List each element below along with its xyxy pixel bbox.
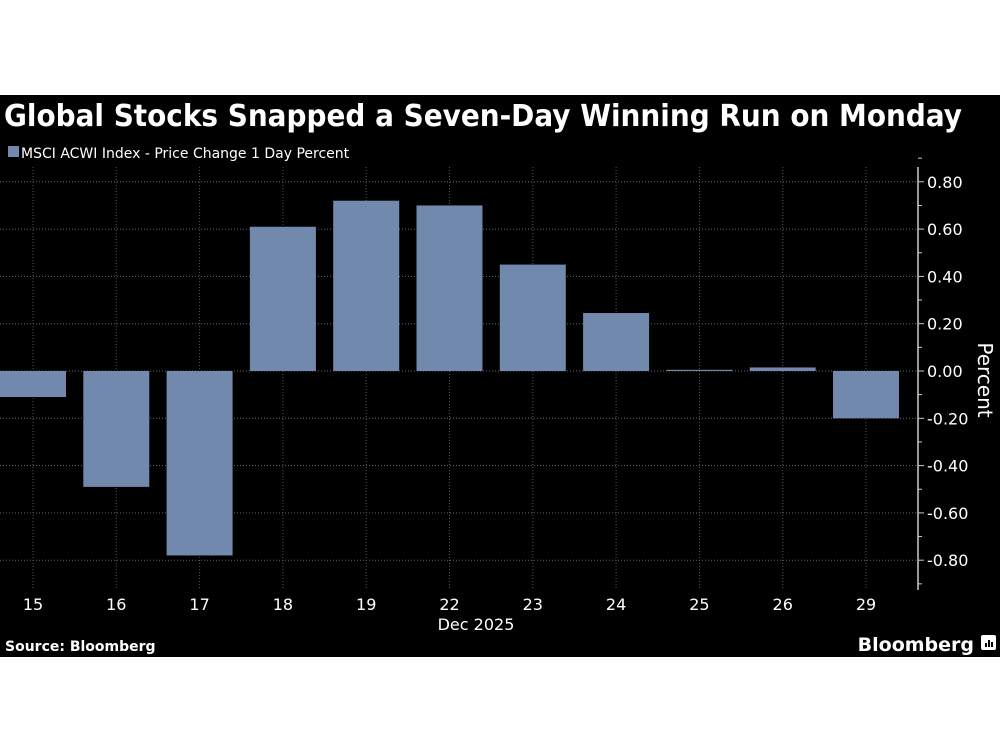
x-tick-label: 15: [23, 595, 43, 614]
y-tick-label: -0.20: [927, 409, 968, 428]
bar-17: [166, 371, 233, 556]
x-tick-label: 18: [273, 595, 293, 614]
x-tick-label: 19: [356, 595, 376, 614]
x-tick-label: 24: [606, 595, 626, 614]
y-axis-label: Percent: [973, 342, 997, 417]
y-tick-label: 0.20: [927, 315, 963, 334]
y-tick-label: 0.40: [927, 267, 963, 286]
bar-18: [249, 226, 316, 371]
x-tick-label: 17: [189, 595, 209, 614]
y-tick-label: -0.40: [927, 457, 968, 476]
x-tick-label: 26: [773, 595, 793, 614]
x-tick-label: 23: [523, 595, 543, 614]
bar-16: [83, 371, 150, 487]
x-tick-label: 16: [106, 595, 126, 614]
bloomberg-chart-icon: [981, 635, 996, 650]
x-axis-label: Dec 2025: [438, 615, 515, 634]
x-tick-label: 25: [689, 595, 709, 614]
bar-26: [749, 367, 816, 371]
x-tick-label: 22: [439, 595, 459, 614]
source-note: Source: Bloomberg: [5, 639, 156, 655]
bar-25: [666, 369, 733, 371]
bar-29: [833, 371, 899, 419]
bar-15: [0, 371, 66, 398]
legend-label: MSCI ACWI Index - Price Change 1 Day Per…: [21, 146, 350, 162]
y-tick-label: -0.80: [927, 551, 968, 570]
bar-19: [333, 200, 400, 371]
chart-title: Global Stocks Snapped a Seven-Day Winnin…: [4, 99, 962, 134]
x-tick-label: 29: [856, 595, 876, 614]
y-tick-label: 0.00: [927, 362, 963, 381]
bar-23: [499, 264, 566, 371]
bar-24: [583, 313, 650, 371]
y-tick-label: 0.60: [927, 220, 963, 239]
legend-swatch: [8, 146, 19, 157]
y-tick-label: 0.80: [927, 173, 963, 192]
brand-logo: Bloomberg: [858, 634, 974, 656]
bar-22: [416, 205, 483, 371]
y-tick-label: -0.60: [927, 504, 968, 523]
